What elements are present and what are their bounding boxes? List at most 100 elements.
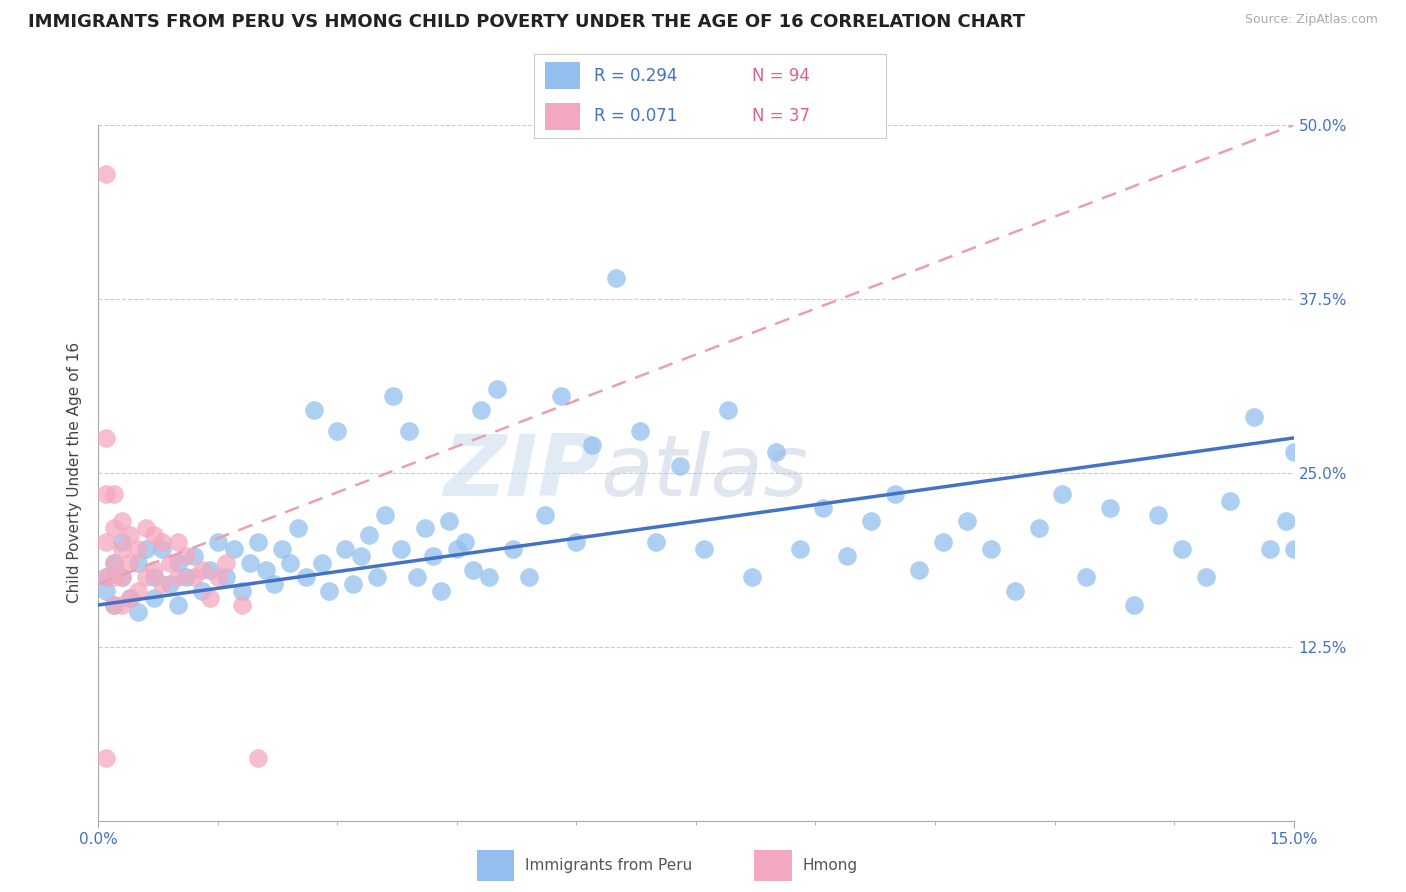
Point: [326, 424, 349, 438]
Point: [231, 598, 253, 612]
Point: [470, 403, 492, 417]
Point: [96, 486, 118, 500]
FancyBboxPatch shape: [755, 849, 792, 881]
Point: [150, 542, 173, 557]
Point: [1274, 515, 1296, 529]
Point: [741, 570, 763, 584]
Point: [96, 535, 118, 549]
Point: [350, 549, 373, 564]
Point: [884, 486, 907, 500]
FancyBboxPatch shape: [544, 103, 581, 130]
Point: [335, 542, 357, 557]
FancyBboxPatch shape: [477, 849, 515, 881]
Point: [111, 570, 134, 584]
Point: [311, 556, 333, 570]
Point: [956, 515, 979, 529]
Point: [765, 445, 787, 459]
Point: [111, 570, 134, 584]
Point: [1004, 584, 1026, 599]
Point: [1123, 598, 1146, 612]
Point: [1258, 542, 1281, 557]
Point: [127, 584, 149, 599]
Point: [143, 570, 166, 584]
Point: [1028, 521, 1050, 535]
Point: [413, 521, 436, 535]
FancyBboxPatch shape: [544, 62, 581, 89]
Point: [502, 542, 524, 557]
Point: [837, 549, 859, 564]
Point: [120, 591, 142, 605]
Point: [96, 431, 118, 445]
Point: [565, 535, 588, 549]
Point: [167, 570, 190, 584]
Point: [366, 570, 388, 584]
Point: [103, 598, 125, 612]
Point: [287, 521, 309, 535]
Point: [183, 570, 205, 584]
Point: [398, 424, 420, 438]
Point: [980, 542, 1002, 557]
Point: [1243, 410, 1265, 425]
Point: [127, 542, 149, 557]
Point: [302, 403, 325, 417]
Point: [1147, 508, 1170, 522]
Point: [446, 542, 468, 557]
Text: Immigrants from Peru: Immigrants from Peru: [524, 858, 692, 872]
Point: [143, 591, 166, 605]
Point: [693, 542, 716, 557]
Text: atlas: atlas: [600, 431, 808, 515]
Point: [1282, 445, 1305, 459]
Point: [159, 556, 181, 570]
Point: [143, 528, 166, 542]
Text: Source: ZipAtlas.com: Source: ZipAtlas.com: [1244, 13, 1378, 27]
Point: [1076, 570, 1098, 584]
Point: [127, 605, 149, 619]
Point: [239, 556, 262, 570]
Point: [120, 556, 142, 570]
Point: [628, 424, 651, 438]
Point: [406, 570, 429, 584]
Point: [198, 591, 221, 605]
Point: [478, 570, 501, 584]
Point: [932, 535, 955, 549]
Point: [103, 598, 125, 612]
Point: [550, 389, 572, 403]
Point: [359, 528, 381, 542]
Point: [437, 515, 460, 529]
Point: [111, 535, 134, 549]
Point: [461, 563, 484, 577]
Point: [342, 577, 364, 591]
Point: [1052, 486, 1074, 500]
Point: [374, 508, 396, 522]
Point: [96, 167, 118, 181]
Point: [1195, 570, 1218, 584]
Point: [135, 570, 157, 584]
Point: [246, 535, 269, 549]
Point: [96, 570, 118, 584]
Text: N = 94: N = 94: [752, 67, 810, 85]
Point: [717, 403, 740, 417]
Point: [294, 570, 316, 584]
Point: [430, 584, 453, 599]
Point: [1171, 542, 1194, 557]
Point: [485, 382, 508, 396]
Point: [422, 549, 444, 564]
Point: [669, 458, 692, 473]
Point: [174, 549, 197, 564]
Point: [96, 584, 118, 599]
Point: [103, 570, 125, 584]
Point: [103, 521, 125, 535]
Point: [167, 535, 190, 549]
Point: [159, 577, 181, 591]
Point: [1099, 500, 1122, 515]
Point: [222, 542, 245, 557]
Y-axis label: Child Poverty Under the Age of 16: Child Poverty Under the Age of 16: [67, 343, 83, 603]
Point: [191, 584, 214, 599]
Text: N = 37: N = 37: [752, 107, 810, 125]
Point: [581, 438, 603, 452]
Point: [908, 563, 931, 577]
Point: [533, 508, 555, 522]
Point: [103, 556, 125, 570]
Point: [1282, 542, 1305, 557]
Point: [263, 577, 285, 591]
